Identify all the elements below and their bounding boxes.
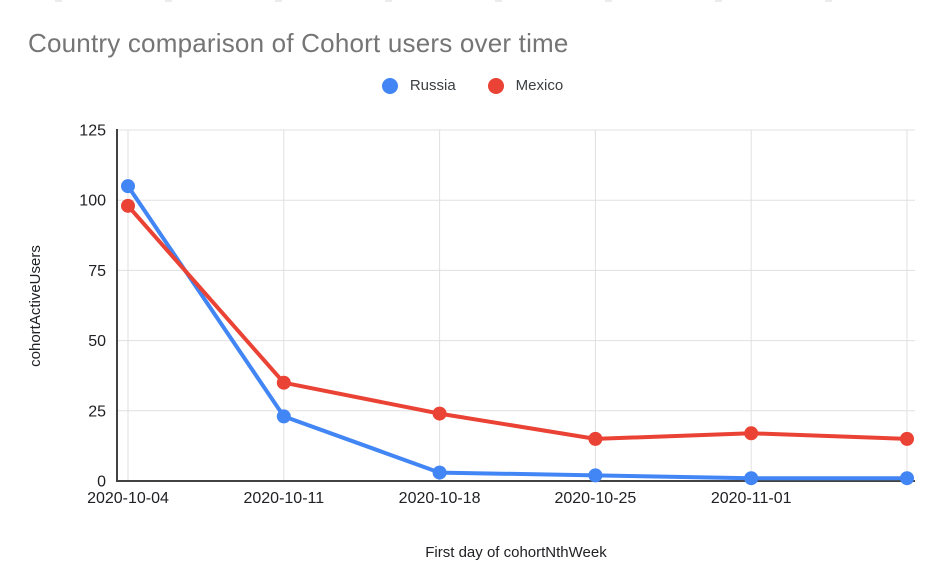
- data-point-mexico: [744, 426, 759, 441]
- legend-dot-russia: [381, 77, 398, 94]
- y-tick-label: 125: [79, 123, 106, 140]
- x-tick-label: 2020-10-25: [554, 490, 636, 507]
- legend-item-mexico: Mexico: [487, 77, 564, 94]
- data-point-mexico: [900, 431, 914, 446]
- legend-label-mexico: Mexico: [515, 77, 564, 94]
- x-tick-label: 2020-11-01: [711, 490, 792, 507]
- data-point-mexico: [121, 198, 135, 213]
- y-tick-label: 100: [79, 193, 106, 210]
- y-tick-label: 50: [88, 333, 106, 350]
- data-point-russia: [432, 465, 447, 480]
- data-point-russia: [744, 471, 759, 486]
- legend-label-russia: Russia: [409, 77, 456, 94]
- y-tick-label: 0: [97, 474, 106, 491]
- y-tick-label: 75: [88, 263, 106, 280]
- chart-legend: Russia Mexico: [0, 77, 945, 94]
- data-point-mexico: [588, 431, 603, 446]
- legend-item-russia: Russia: [381, 77, 456, 94]
- cropped-content-artifact: [55, 0, 905, 2]
- data-point-mexico: [276, 375, 291, 390]
- x-tick-label: 2020-10-11: [243, 490, 324, 507]
- legend-dot-mexico: [487, 77, 504, 94]
- series-line-russia: [126, 184, 909, 481]
- data-point-russia: [588, 468, 603, 483]
- x-tick-label: 2020-10-18: [399, 490, 481, 507]
- series-line-mexico: [126, 203, 909, 441]
- data-point-russia: [121, 179, 135, 194]
- chart-title: Country comparison of Cohort users over …: [28, 28, 569, 58]
- x-tick-label: 2020-10-04: [87, 490, 169, 507]
- y-tick-label: 25: [88, 403, 106, 420]
- data-point-russia: [276, 409, 291, 424]
- data-point-russia: [900, 471, 914, 486]
- chart-plot-layer: 0 25 50 75 100 125 2020-10-04 2020-10-11 2020-10…: [79, 123, 915, 507]
- y-axis-title: cohortActiveUsers: [27, 245, 44, 367]
- data-point-mexico: [432, 406, 447, 421]
- x-axis-title: First day of cohortNthWeek: [425, 544, 607, 561]
